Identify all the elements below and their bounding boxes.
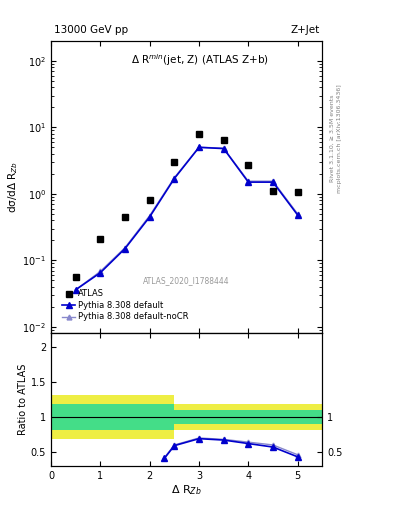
Text: Rivet 3.1.10, ≥ 3.5M events: Rivet 3.1.10, ≥ 3.5M events [329, 95, 334, 182]
Pythia 8.308 default-noCR [246, 178, 251, 184]
Line: ATLAS: ATLAS [73, 131, 300, 280]
Pythia 8.308 default [123, 245, 127, 251]
ATLAS [196, 131, 201, 137]
Pythia 8.308 default [172, 176, 177, 182]
Text: ATLAS_2020_I1788444: ATLAS_2020_I1788444 [143, 276, 230, 285]
Pythia 8.308 default [271, 179, 275, 185]
Pythia 8.308 default-noCR [73, 287, 78, 293]
Line: Pythia 8.308 default-noCR: Pythia 8.308 default-noCR [73, 145, 300, 292]
Text: Z+Jet: Z+Jet [290, 25, 320, 35]
Text: mcplots.cern.ch [arXiv:1306.3436]: mcplots.cern.ch [arXiv:1306.3436] [337, 84, 342, 193]
Pythia 8.308 default [98, 270, 103, 276]
Pythia 8.308 default-noCR [221, 145, 226, 152]
Text: Δ R$^{min}$(jet, Z) (ATLAS Z+b): Δ R$^{min}$(jet, Z) (ATLAS Z+b) [131, 53, 269, 69]
Pythia 8.308 default-noCR [295, 211, 300, 217]
Y-axis label: Ratio to ATLAS: Ratio to ATLAS [18, 364, 28, 435]
Pythia 8.308 default-noCR [172, 175, 177, 181]
Pythia 8.308 default [147, 214, 152, 220]
Pythia 8.308 default [246, 179, 251, 185]
Legend: ATLAS, Pythia 8.308 default, Pythia 8.308 default-noCR: ATLAS, Pythia 8.308 default, Pythia 8.30… [61, 288, 190, 323]
ATLAS [246, 162, 251, 168]
ATLAS [221, 137, 226, 143]
ATLAS [98, 236, 103, 242]
Pythia 8.308 default [295, 212, 300, 218]
ATLAS [295, 189, 300, 196]
Pythia 8.308 default [73, 287, 78, 293]
ATLAS [271, 188, 275, 194]
Pythia 8.308 default [196, 144, 201, 151]
Pythia 8.308 default-noCR [123, 245, 127, 251]
Y-axis label: dσ/dΔ R$_{Zb}$: dσ/dΔ R$_{Zb}$ [6, 161, 20, 213]
Line: Pythia 8.308 default: Pythia 8.308 default [73, 144, 300, 292]
Text: 13000 GeV pp: 13000 GeV pp [54, 25, 128, 35]
Pythia 8.308 default-noCR [196, 144, 201, 150]
Pythia 8.308 default-noCR [147, 212, 152, 219]
ATLAS [123, 214, 127, 220]
Pythia 8.308 default-noCR [98, 268, 103, 274]
Pythia 8.308 default [221, 145, 226, 152]
ATLAS [172, 159, 177, 165]
Pythia 8.308 default-noCR [271, 178, 275, 184]
X-axis label: Δ R$_{Zb}$: Δ R$_{Zb}$ [171, 483, 202, 497]
ATLAS [73, 274, 78, 281]
ATLAS [147, 197, 152, 203]
